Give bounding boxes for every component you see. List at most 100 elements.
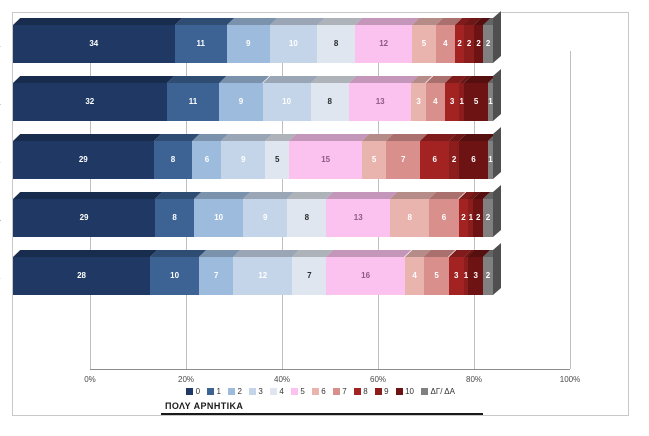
bar-segment[interactable]: 7 bbox=[386, 141, 421, 179]
bar-segment[interactable]: 3 bbox=[444, 83, 460, 121]
bar-segment[interactable]: 12 bbox=[233, 257, 293, 295]
bar-segment[interactable]: 2 bbox=[473, 25, 484, 63]
bar-segment[interactable]: 4 bbox=[425, 83, 445, 121]
stacked-bar[interactable]: 28 10 7 12 7 16 4 5 3 1 3 2 bbox=[13, 243, 501, 295]
bar-segment[interactable]: 6 bbox=[420, 141, 450, 179]
bar-segment[interactable]: 32 bbox=[13, 83, 167, 121]
bar-segment[interactable]: 10 bbox=[269, 25, 318, 63]
legend-label: 7 bbox=[342, 387, 347, 396]
bar-segment-value: 9 bbox=[241, 155, 246, 164]
bar-segment-value: 6 bbox=[441, 213, 447, 222]
bar-segment[interactable]: 5 bbox=[265, 141, 290, 179]
legend-item[interactable]: 3 bbox=[248, 387, 263, 396]
bar-end-cap bbox=[492, 69, 501, 121]
bar-segment[interactable]: 8 bbox=[390, 199, 430, 237]
bar-segment[interactable]: 1 bbox=[459, 83, 465, 121]
bar-segment[interactable]: 3 bbox=[468, 257, 484, 295]
legend-item[interactable]: 5 bbox=[290, 387, 305, 396]
bar-segment[interactable]: 9 bbox=[243, 199, 288, 237]
legend-item[interactable]: 1 bbox=[207, 387, 221, 396]
bar-segment[interactable]: 6 bbox=[429, 199, 459, 237]
bar-segment[interactable]: 16 bbox=[326, 257, 405, 295]
bar-end-cap bbox=[492, 243, 501, 295]
bar-segment[interactable]: 10 bbox=[262, 83, 311, 121]
category-label: ΛΑΟΣ bbox=[0, 39, 1, 49]
category-label: ΣΥΡΙΖΑ bbox=[0, 213, 1, 223]
bar-segment[interactable]: 11 bbox=[166, 83, 220, 121]
legend-item[interactable]: 9 bbox=[374, 387, 389, 396]
bar-segment-value: 1 bbox=[488, 155, 493, 164]
bar-segment[interactable]: 5 bbox=[362, 141, 387, 179]
bar-segment[interactable]: 8 bbox=[153, 141, 193, 179]
bar-segment[interactable]: 3 bbox=[411, 83, 426, 121]
bar-segment[interactable]: 10 bbox=[194, 199, 244, 237]
legend-swatch bbox=[269, 388, 277, 395]
bar-segment[interactable]: 2 bbox=[473, 199, 484, 237]
bar-segment[interactable]: 8 bbox=[310, 83, 349, 121]
legend-item[interactable]: 7 bbox=[332, 387, 347, 396]
bar-segment[interactable]: 9 bbox=[226, 25, 270, 63]
x-tick-label: 60% bbox=[369, 375, 387, 384]
stacked-bar[interactable]: 32 11 9 10 8 13 3 4 3 1 5 1 bbox=[13, 69, 501, 121]
bar-segment[interactable]: 8 bbox=[155, 199, 195, 237]
bar-end-cap bbox=[492, 185, 501, 237]
bar-segment[interactable]: 7 bbox=[292, 257, 327, 295]
bar-segment[interactable]: 5 bbox=[412, 25, 436, 63]
stacked-bar[interactable]: 29 8 10 9 8 13 8 6 2 1 2 2 bbox=[13, 185, 501, 237]
x-tick-label: 80% bbox=[465, 375, 483, 384]
bar-segment-value: 3 bbox=[416, 97, 421, 106]
bar-segment-value: 2 bbox=[485, 271, 491, 280]
bar-segment[interactable]: 2 bbox=[464, 25, 474, 63]
bar-segment[interactable]: 28 bbox=[13, 257, 151, 295]
bar-segment[interactable]: 1 bbox=[463, 257, 469, 295]
legend-item[interactable]: 8 bbox=[353, 387, 368, 396]
bar-segment[interactable]: 13 bbox=[348, 83, 412, 121]
bar-segment[interactable]: 4 bbox=[404, 257, 425, 295]
plot-area: ΛΑΟΣ3411910812542222ΝΔ3211910813343151ΠΑ… bbox=[0, 11, 630, 417]
bar-segment-value: 6 bbox=[471, 155, 476, 164]
legend-item[interactable]: 10 bbox=[395, 387, 414, 396]
bar-segment[interactable]: 7 bbox=[199, 257, 234, 295]
bar-segment[interactable]: 12 bbox=[355, 25, 413, 63]
bar-segment[interactable]: 10 bbox=[150, 257, 200, 295]
bar-segment[interactable]: 2 bbox=[483, 11, 501, 63]
bar-segment[interactable]: 1 bbox=[468, 199, 474, 237]
bar-segment[interactable]: 5 bbox=[464, 83, 489, 121]
bar-segment[interactable]: 29 bbox=[13, 199, 156, 237]
bar-segment[interactable]: 2 bbox=[454, 25, 465, 63]
bar-rows: ΛΑΟΣ3411910812542222ΝΔ3211910813343151ΠΑ… bbox=[0, 11, 630, 417]
bar-segment[interactable]: 34 bbox=[13, 25, 175, 63]
bar-segment[interactable]: 29 bbox=[13, 141, 154, 179]
bar-segment[interactable]: 4 bbox=[435, 25, 455, 63]
legend-item[interactable]: 0 bbox=[186, 387, 200, 396]
stacked-bar[interactable]: 34 11 9 10 8 12 5 4 2 2 2 2 bbox=[13, 11, 501, 63]
bar-segment[interactable]: 2 bbox=[483, 243, 501, 295]
bar-end-cap bbox=[492, 127, 501, 179]
legend-item[interactable]: 6 bbox=[311, 387, 326, 396]
bar-segment[interactable]: 11 bbox=[174, 25, 227, 63]
bar-segment[interactable]: 2 bbox=[483, 185, 501, 237]
bar-segment-value: 2 bbox=[476, 39, 481, 48]
stacked-bar[interactable]: 29 8 6 9 5 15 5 7 6 2 6 1 bbox=[13, 127, 501, 179]
legend-item[interactable]: ΔΓ/ ΔΑ bbox=[421, 387, 455, 396]
legend-item[interactable]: 4 bbox=[269, 387, 284, 396]
bar-segment[interactable]: 2 bbox=[449, 141, 459, 179]
bar-segment[interactable]: 9 bbox=[221, 141, 266, 179]
bar-segment-value: 7 bbox=[401, 155, 406, 164]
legend-swatch bbox=[186, 388, 194, 395]
legend-item[interactable]: 2 bbox=[227, 387, 242, 396]
bar-segment[interactable]: 5 bbox=[424, 257, 449, 295]
bar-segment[interactable]: 3 bbox=[448, 257, 464, 295]
bar-segment[interactable]: 6 bbox=[458, 141, 489, 179]
bar-segment[interactable]: 13 bbox=[326, 199, 391, 237]
bar-row: ΠΑΣΟΚ 29 8 6 9 5 15 5 7 6 2 6 1 bbox=[0, 127, 501, 179]
bar-segment[interactable]: 15 bbox=[289, 141, 363, 179]
bar-segment-value: 11 bbox=[188, 97, 198, 106]
bar-segment[interactable]: 8 bbox=[317, 25, 356, 63]
bar-segment[interactable]: 6 bbox=[192, 141, 222, 179]
bar-segment[interactable]: 2 bbox=[458, 199, 469, 237]
bar-segment[interactable]: 8 bbox=[287, 199, 327, 237]
bar-segment[interactable]: 9 bbox=[219, 83, 263, 121]
bar-segment[interactable]: 1 bbox=[488, 127, 501, 179]
bar-segment[interactable]: 1 bbox=[488, 69, 501, 121]
